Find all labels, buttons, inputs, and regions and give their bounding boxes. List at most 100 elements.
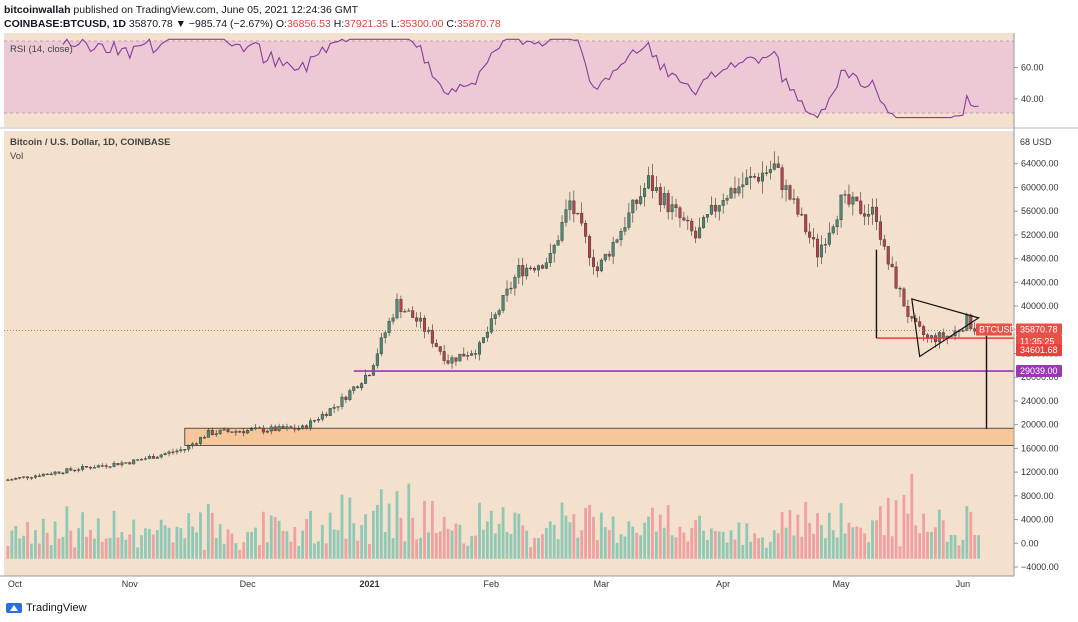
volume-bar	[104, 538, 108, 559]
volume-bar	[293, 527, 297, 559]
volume-bar	[419, 537, 422, 559]
candle-body	[839, 194, 843, 220]
volume-bar	[521, 525, 525, 559]
volume-bar	[670, 535, 674, 559]
volume-bar	[607, 530, 611, 559]
candle-body	[965, 314, 969, 331]
candle-body	[882, 239, 886, 247]
volume-bar	[552, 524, 556, 559]
candle-body	[816, 238, 820, 258]
volume-bar	[654, 531, 658, 559]
candle-body	[344, 396, 348, 400]
volume-bar	[96, 518, 100, 559]
price-tick-label: 28000.00	[1021, 372, 1059, 382]
volume-bar	[796, 514, 800, 559]
volume-bar	[203, 549, 206, 559]
volume-bar	[820, 525, 823, 559]
candle-body	[863, 213, 867, 217]
volume-bar	[945, 541, 949, 559]
volume-bar	[843, 533, 847, 559]
candle-body	[894, 266, 898, 289]
volume-bar	[568, 522, 572, 559]
candle-body	[187, 445, 191, 450]
candle-body	[627, 212, 631, 228]
candle-body	[65, 468, 69, 474]
volume-bar	[391, 538, 395, 559]
volume-bar	[808, 523, 812, 559]
volume-bar	[544, 528, 548, 559]
volume-bar	[26, 522, 29, 559]
price-tick-label: 8000.00	[1021, 491, 1054, 501]
candle-body	[788, 185, 792, 200]
tradingview-chart[interactable]: RSI (14, close) 60.00 40.00 Bitcoin / U.S…	[0, 0, 1078, 600]
volume-bar	[411, 517, 415, 559]
volume-bar	[706, 539, 709, 559]
volume-bar	[647, 516, 650, 559]
volume-bar	[784, 527, 788, 559]
volume-bar	[163, 525, 167, 559]
volume-bar	[973, 534, 977, 559]
candle-body	[772, 163, 776, 170]
price-tick-label: 40000.00	[1021, 301, 1059, 311]
volume-bar	[953, 535, 957, 559]
candle-body	[698, 227, 702, 239]
volume-bar	[572, 514, 576, 559]
candle-body	[332, 406, 336, 409]
time-tick-label: Oct	[8, 579, 23, 589]
candle-body	[639, 196, 643, 204]
volume-bar	[599, 512, 603, 559]
candle-body	[591, 257, 595, 267]
volume-bar	[863, 533, 867, 559]
volume-bar	[619, 534, 623, 559]
volume-bar	[871, 520, 874, 559]
candle-body	[454, 357, 458, 362]
price-pane-bg	[4, 131, 1014, 576]
ohlc-line: COINBASE:BTCUSD, 1D 35870.78 ▼ −985.74 (…	[4, 18, 501, 30]
volume-bar	[906, 513, 910, 559]
candle-body	[497, 310, 501, 315]
tradingview-logo[interactable]: TradingView	[6, 602, 87, 614]
volume-bar	[713, 530, 717, 559]
candle-body	[124, 462, 128, 464]
candle-body	[662, 193, 666, 206]
volume-bar	[214, 538, 218, 559]
volume-bar	[839, 503, 843, 559]
candle-body	[847, 194, 851, 205]
candle-body	[595, 266, 599, 272]
volume-bar	[922, 513, 926, 559]
volume-bar	[22, 535, 26, 559]
candle-body	[57, 471, 61, 474]
candle-body	[576, 212, 580, 215]
candle-body	[14, 478, 18, 480]
volume-bar	[246, 531, 250, 559]
candle-body	[509, 287, 513, 290]
symbol-badge: BTCUSD	[979, 325, 1017, 335]
candle-body	[588, 236, 592, 258]
candle-body	[709, 204, 713, 215]
price-tick-label: 16000.00	[1021, 443, 1059, 453]
time-tick-label: Feb	[484, 579, 500, 589]
candle-body	[387, 320, 391, 333]
volume-bar	[336, 530, 340, 559]
volume-bar	[882, 535, 886, 559]
candle-body	[163, 453, 167, 456]
candle-body	[30, 477, 34, 479]
candle-body	[69, 468, 73, 471]
volume-bar	[941, 520, 945, 559]
price-tick-label: 0.00	[1021, 538, 1039, 548]
volume-bar	[434, 532, 438, 559]
candle-body	[191, 443, 195, 446]
support-badge-bg	[1016, 344, 1062, 357]
author-name[interactable]: bitcoinwallah	[4, 4, 71, 16]
candle-body	[73, 469, 77, 472]
candle-body	[910, 316, 914, 319]
price-tick-label: 64000.00	[1021, 159, 1059, 169]
candle-body	[33, 475, 37, 478]
high-value: 37921.35	[344, 18, 388, 30]
price-tick-label: 52000.00	[1021, 230, 1059, 240]
volume-bar	[576, 537, 580, 559]
volume-bar	[132, 519, 136, 559]
candle-body	[658, 187, 662, 206]
volume-bar	[352, 523, 356, 559]
candle-body	[26, 476, 30, 479]
